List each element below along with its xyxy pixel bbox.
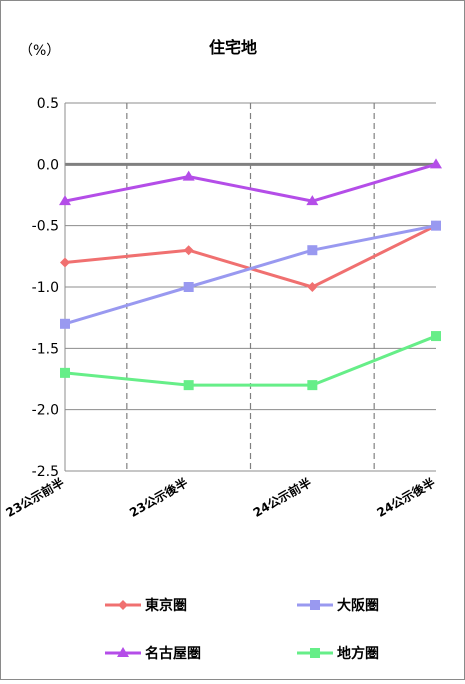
y-tick-label: -0.5 — [32, 219, 59, 235]
data-point — [183, 380, 194, 391]
series-line — [64, 162, 437, 203]
x-tick-label: 23公示後半 — [127, 475, 191, 520]
chart-title: 住宅地 — [209, 38, 257, 57]
legend-marker — [310, 648, 320, 658]
data-point — [60, 257, 70, 268]
legend-marker — [117, 647, 129, 657]
series-4 — [60, 331, 441, 391]
data-point — [60, 367, 70, 378]
legend-marker — [310, 600, 320, 610]
data-point — [183, 245, 194, 256]
series-2 — [60, 220, 441, 329]
legend-item: 地方圏 — [297, 645, 379, 662]
y-tick-labels: 0.5 0.0 -0.5 -1.0 -1.5 -2.0 -2.5 — [32, 96, 59, 480]
category-separators — [126, 103, 375, 471]
legend-item: 名古屋圏 — [105, 645, 201, 662]
data-point — [183, 282, 194, 292]
data-point — [430, 158, 442, 169]
x-tick-labels: 23公示前半 23公示後半 24公示前半 24公示後半 — [3, 475, 438, 520]
y-tick-label: 0.5 — [37, 96, 59, 112]
data-point — [306, 195, 319, 206]
data-point — [431, 331, 441, 342]
y-axis-label: （%） — [19, 43, 60, 59]
data-point — [182, 170, 195, 181]
data-point — [307, 282, 318, 292]
data-point — [307, 380, 318, 391]
legend-label: 地方圏 — [337, 645, 379, 662]
data-point — [431, 220, 441, 231]
y-tick-label: -1.0 — [32, 280, 59, 296]
x-tick-label: 23公示前半 — [3, 475, 67, 520]
legend-marker — [118, 600, 128, 610]
legend-label: 東京圏 — [145, 597, 187, 614]
series-3 — [59, 158, 442, 206]
legend-label: 名古屋圏 — [145, 645, 201, 662]
y-tick-label: -2.5 — [32, 464, 59, 480]
series-line — [64, 224, 437, 326]
legend-label: 大阪圏 — [337, 597, 379, 614]
legend-item: 東京圏 — [105, 597, 187, 614]
x-tick-label: 24公示後半 — [374, 475, 438, 520]
data-point — [59, 195, 71, 206]
y-tick-label: 0.0 — [37, 157, 59, 173]
y-tick-label: -2.0 — [32, 403, 59, 419]
legend-item: 大阪圏 — [297, 597, 379, 614]
data-point — [60, 318, 70, 329]
y-tick-label: -1.5 — [32, 341, 59, 357]
series-group — [59, 158, 442, 391]
series-line — [64, 334, 437, 387]
x-tick-label: 24公示前半 — [250, 475, 314, 520]
data-point — [307, 245, 318, 256]
